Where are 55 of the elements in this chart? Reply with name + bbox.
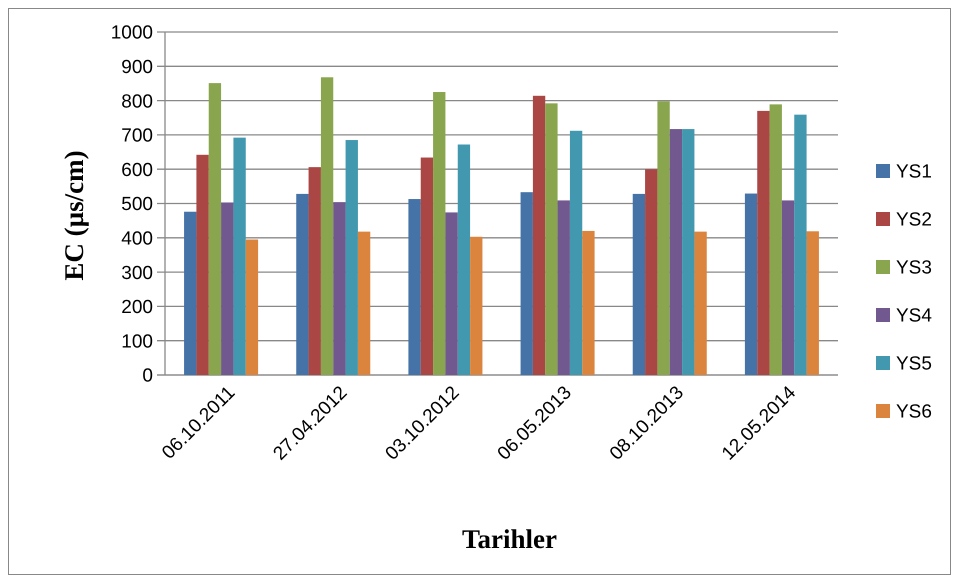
bar	[184, 212, 196, 375]
bar	[520, 192, 533, 375]
legend-label: YS1	[896, 162, 932, 183]
bar	[682, 129, 694, 375]
bar	[246, 240, 258, 375]
y-axis-title: EC (µs/cm)	[59, 150, 89, 281]
legend-label: YS2	[896, 210, 932, 231]
bar	[221, 202, 234, 375]
bar	[794, 114, 807, 375]
bar	[657, 101, 670, 375]
bar	[346, 140, 358, 375]
y-tick-label: 500	[121, 194, 153, 216]
bar	[458, 144, 470, 375]
y-tick-label: 0	[142, 366, 153, 387]
bar	[320, 77, 334, 375]
bar	[632, 194, 646, 375]
y-tick-label: 600	[121, 160, 153, 181]
bar	[358, 232, 370, 375]
bar	[420, 158, 434, 375]
bar	[770, 104, 782, 375]
y-tick-label: 900	[121, 56, 153, 78]
y-tick-label: 300	[121, 262, 153, 284]
bar	[296, 194, 309, 375]
bar	[757, 110, 770, 375]
bar	[433, 92, 446, 375]
bar	[208, 83, 222, 375]
bar	[670, 129, 682, 375]
x-axis-title: Tarihler	[462, 524, 558, 554]
bar	[445, 212, 458, 375]
bar	[408, 199, 421, 375]
bar	[196, 154, 209, 375]
bar	[532, 96, 546, 375]
y-tick-label: 1000	[110, 22, 153, 44]
legend-label: YS5	[896, 354, 932, 375]
y-tick-label: 700	[121, 126, 153, 147]
bar	[744, 194, 758, 375]
bar	[782, 200, 794, 375]
bar	[470, 236, 482, 375]
legend-label: YS3	[896, 258, 932, 279]
bar	[694, 232, 707, 375]
y-tick-label: 400	[121, 228, 153, 250]
y-tick-label: 200	[121, 297, 153, 318]
y-tick-label: 100	[121, 331, 153, 352]
bar	[545, 103, 558, 375]
legend-label: YS6	[896, 402, 932, 423]
bar	[308, 167, 321, 375]
y-tick-label: 800	[121, 91, 153, 112]
bar	[558, 200, 570, 375]
bar	[233, 138, 246, 375]
legend-label: YS4	[896, 306, 932, 327]
bar	[570, 130, 582, 375]
bar	[582, 230, 595, 375]
bar	[806, 231, 819, 375]
bar	[645, 169, 658, 375]
bar	[333, 202, 346, 375]
